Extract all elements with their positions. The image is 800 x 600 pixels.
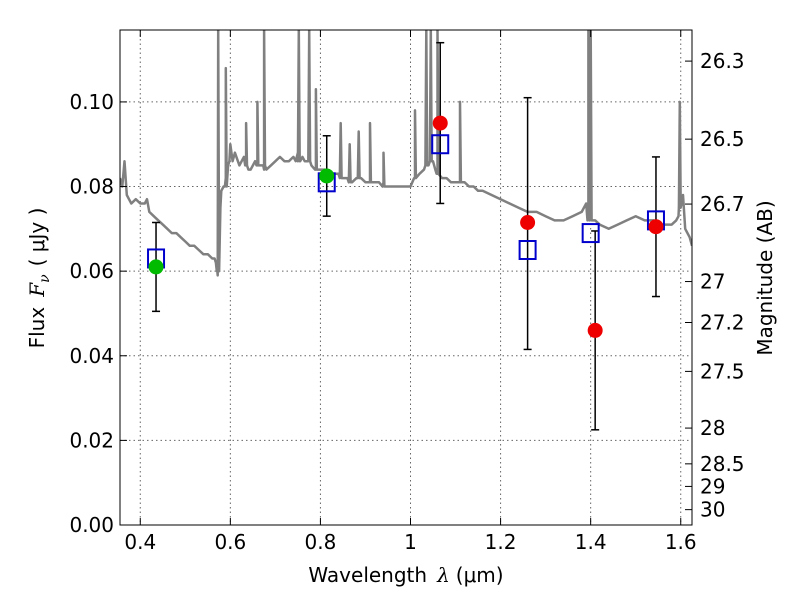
measured-flux-point (648, 219, 664, 235)
y-tick-label: 0.08 (69, 175, 114, 199)
model-flux-square (581, 223, 600, 244)
y2-tick-label: 26.7 (700, 192, 745, 216)
x-tick-label: 1 (404, 530, 417, 554)
y-tick-label: 0.02 (69, 428, 114, 452)
grid (120, 30, 692, 525)
data-markers (147, 115, 665, 338)
y2-tick-label: 27.5 (700, 359, 745, 383)
axis-ticks: 0.4 0.6 0.8 1 1.2 1.4 1.6 0.00 0.02 0.04 0.06 0.08 0… (69, 30, 745, 554)
y2-tick-label: 29 (700, 474, 725, 498)
x-axis-label: Wavelength λ (μm) (308, 563, 503, 587)
x-tick-label: 0.6 (214, 530, 246, 554)
y2-tick-label: 26.5 (700, 127, 745, 151)
plot-frame (119, 29, 693, 526)
y-tick-label: 0.00 (69, 513, 114, 537)
x-tick-label: 1.6 (665, 530, 697, 554)
y2-tick-label: 30 (700, 498, 725, 522)
y-tick-label: 0.04 (69, 344, 114, 368)
x-tick-label: 0.4 (124, 530, 156, 554)
measured-flux-point (587, 322, 603, 338)
x-tick-label: 0.8 (305, 530, 337, 554)
model-spectrum-line (120, 30, 692, 277)
y2-tick-label: 26.3 (700, 49, 745, 73)
measured-flux-point (432, 115, 448, 131)
right-axis-label: Magnitude (AB) (753, 200, 777, 355)
model-flux-square (431, 134, 450, 155)
x-tick-label: 1.4 (575, 530, 607, 554)
y2-tick-label: 27 (700, 270, 725, 294)
y2-tick-label: 28 (700, 416, 725, 440)
detection-point (148, 259, 164, 275)
plot-area (120, 30, 692, 277)
model-flux-square (518, 240, 537, 260)
y-tick-label: 0.06 (69, 259, 114, 283)
y2-tick-label: 27.2 (700, 311, 745, 335)
y2-tick-label: 28.5 (700, 452, 745, 476)
y-axis-label: FluxFν( μJy ) (25, 208, 53, 349)
y-tick-label: 0.10 (69, 90, 114, 114)
x-tick-label: 1.2 (485, 530, 517, 554)
measured-flux-point (520, 215, 536, 230)
detection-point (319, 168, 335, 184)
